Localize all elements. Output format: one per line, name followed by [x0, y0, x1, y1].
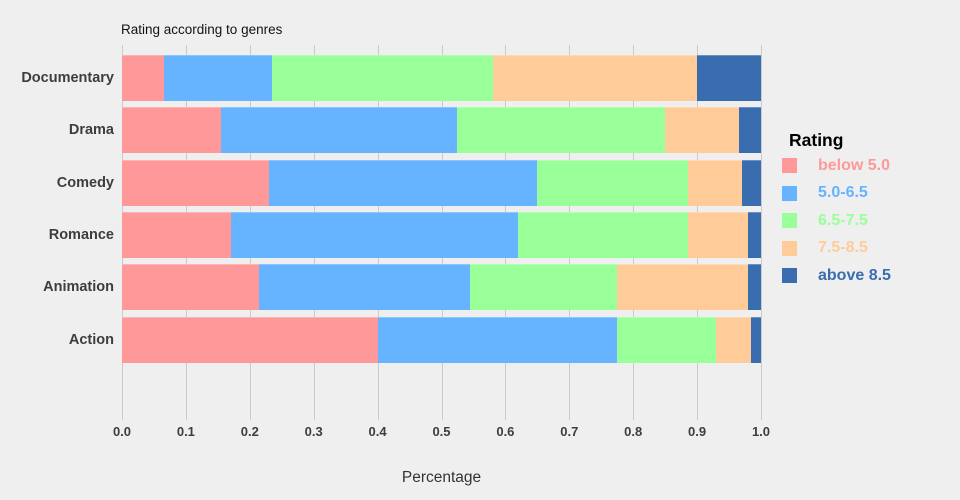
- legend-label: 5.0-6.5: [818, 184, 868, 201]
- bar-segment: [122, 211, 231, 258]
- bar-segment: [122, 264, 260, 311]
- legend-label: 7.5-8.5: [818, 239, 868, 256]
- bar-segment: [716, 316, 752, 363]
- x-axis-tick-label: 0.8: [624, 424, 643, 439]
- plot-area: [122, 45, 762, 420]
- x-axis-tick-label: 0.5: [432, 424, 451, 439]
- bar-segment: [122, 316, 378, 363]
- legend-title: Rating: [789, 130, 844, 150]
- bar-segment: [687, 159, 742, 206]
- bar-segment: [748, 211, 761, 258]
- bar-segment: [470, 264, 618, 311]
- bar-row: [122, 55, 761, 101]
- bar-segment: [268, 159, 538, 206]
- legend-item: 7.5-8.5: [782, 240, 868, 256]
- x-axis-tick-label: 0.2: [240, 424, 259, 439]
- y-axis-label: Comedy: [56, 174, 114, 191]
- bar-segment: [617, 264, 749, 311]
- bar-segment: [537, 159, 688, 206]
- legend-item: 5.0-6.5: [782, 185, 868, 201]
- bar-segment: [741, 159, 761, 206]
- bar-segment: [665, 107, 739, 154]
- bar-segment: [751, 316, 761, 363]
- x-axis-tick-label: 0.3: [304, 424, 323, 439]
- legend-item: 6.5-7.5: [782, 211, 868, 229]
- bar-segment: [122, 159, 269, 206]
- legend: Rating below 5.0 5.0-6.5 6.5-7.5 7.5-8.5 abo…: [782, 128, 958, 298]
- x-axis-tick-label: 0.6: [496, 424, 515, 439]
- chart-title: Rating according to genres: [121, 22, 283, 37]
- bar-segment: [272, 55, 493, 101]
- gridline: [761, 45, 762, 420]
- legend-swatch: [782, 158, 797, 173]
- x-axis-tick-label: 0.0: [112, 424, 132, 439]
- legend-swatch: [782, 268, 797, 283]
- bar-segment: [492, 55, 698, 101]
- bar-row: [122, 264, 761, 311]
- x-axis-tick-label: 0.4: [368, 424, 387, 439]
- legend-item: above 8.5: [782, 266, 891, 284]
- bar-segment: [617, 316, 717, 363]
- legend-label: 6.5-7.5: [818, 211, 868, 229]
- x-axis-tick-label: 1.0: [751, 424, 771, 439]
- bar-segment: [687, 211, 749, 258]
- bar-row: [122, 159, 761, 206]
- bar-row: [122, 107, 761, 154]
- bar-segment: [163, 55, 273, 101]
- legend-swatch: [782, 213, 797, 228]
- y-axis-label: Documentary: [21, 70, 114, 86]
- legend-label: below 5.0: [818, 156, 891, 174]
- x-axis-tick-label: 0.1: [176, 424, 195, 439]
- x-axis-tick-label: 0.7: [560, 424, 579, 439]
- bar-segment: [697, 55, 761, 101]
- bar-segment: [122, 55, 164, 101]
- legend-swatch: [782, 185, 797, 201]
- bar-segment: [457, 107, 666, 154]
- y-axis-label: Drama: [68, 122, 114, 139]
- bar-segment: [259, 264, 471, 311]
- x-axis-title: Percentage: [401, 469, 482, 486]
- legend-label: above 8.5: [818, 266, 891, 284]
- bar-segment: [230, 211, 519, 258]
- legend-item: below 5.0: [782, 156, 891, 174]
- bar-segment: [221, 107, 458, 154]
- bar-segment: [748, 264, 761, 311]
- bar-segment: [518, 211, 688, 258]
- y-axis-label: Romance: [48, 226, 114, 243]
- bar-segment: [377, 316, 618, 363]
- bar-segment: [122, 107, 222, 154]
- x-axis-tick-label: 0.9: [688, 424, 707, 439]
- bar-row: [122, 316, 761, 363]
- y-axis-label: Action: [68, 331, 114, 348]
- bar-segment: [738, 107, 761, 154]
- legend-swatch: [782, 240, 797, 256]
- bar-row: [122, 211, 761, 258]
- y-axis-label: Animation: [43, 279, 114, 296]
